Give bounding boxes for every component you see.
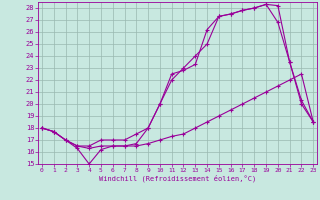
X-axis label: Windchill (Refroidissement éolien,°C): Windchill (Refroidissement éolien,°C): [99, 175, 256, 182]
